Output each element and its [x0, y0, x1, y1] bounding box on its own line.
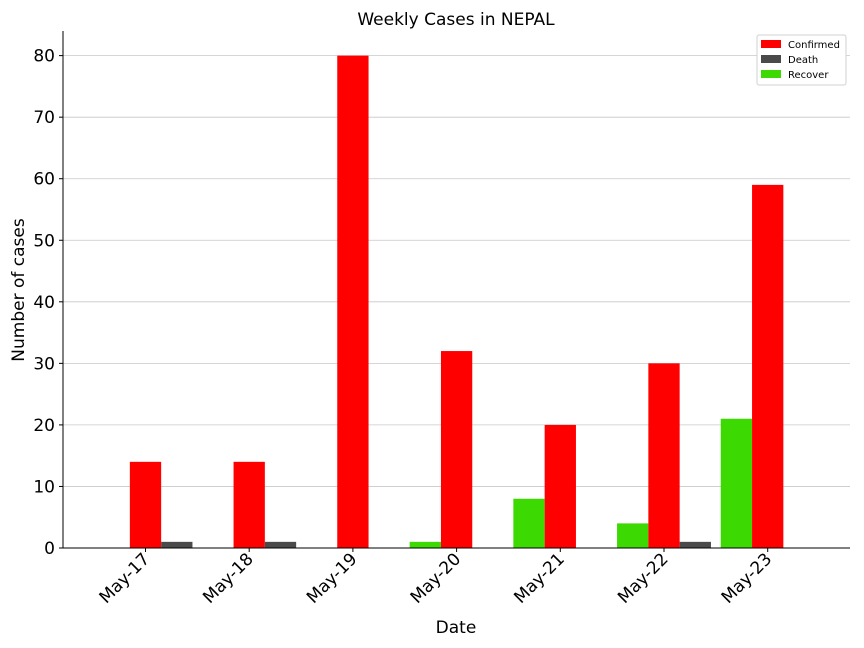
y-axis-title: Number of cases [9, 218, 29, 362]
bar-death-may-17 [161, 541, 193, 548]
y-tick-label: 30 [33, 354, 55, 374]
y-tick-label: 80 [33, 47, 55, 67]
bar-recover-may-20 [409, 541, 441, 548]
bar-death-may-22 [679, 541, 711, 548]
x-tick-labels: May-17 May-18 May-19 May-20 May-21 May-22 May-… [96, 548, 776, 608]
y-tick-label: 0 [44, 539, 55, 559]
y-tick-label: 70 [33, 108, 55, 128]
bar-confirmed-may-20 [440, 351, 473, 548]
legend-swatch-confirmed [761, 40, 781, 48]
bar-confirmed-may-21 [544, 424, 576, 548]
y-tick-label: 10 [33, 477, 55, 497]
legend: Confirmed Death Recover [756, 34, 847, 86]
y-tick-labels: 0 10 20 30 40 50 60 70 80 [33, 47, 63, 559]
y-tick-label: 40 [33, 293, 55, 313]
x-tick-label: May-17 [96, 549, 154, 607]
bar-confirmed-may-17 [129, 461, 162, 548]
bars [129, 55, 784, 548]
bar-death-may-18 [264, 541, 297, 548]
chart-title: Weekly Cases in NEPAL [357, 10, 555, 30]
legend-swatch-recover [761, 70, 781, 78]
x-tick-label: May-18 [199, 549, 257, 607]
bar-confirmed-may-18 [233, 461, 265, 548]
x-tick-label: May-19 [303, 549, 361, 607]
y-tick-label: 20 [33, 416, 55, 436]
bar-recover-may-21 [513, 498, 545, 548]
legend-swatch-death [761, 55, 781, 63]
x-tick-label: May-22 [614, 549, 672, 607]
x-tick-label: May-20 [407, 549, 465, 607]
y-tick-label: 60 [33, 170, 55, 190]
x-tick-label: May-23 [718, 549, 776, 607]
bar-confirmed-may-22 [648, 363, 680, 548]
y-tick-label: 50 [33, 231, 55, 251]
legend-label-recover: Recover [788, 70, 829, 81]
x-axis-title: Date [436, 618, 477, 638]
x-tick-label: May-21 [510, 549, 568, 607]
bar-confirmed-may-23 [752, 184, 784, 548]
bar-recover-may-23 [720, 418, 753, 548]
bar-confirmed-may-19 [337, 55, 369, 548]
bar-recover-may-22 [617, 523, 649, 548]
legend-label-confirmed: Confirmed [788, 40, 840, 51]
legend-label-death: Death [788, 55, 818, 66]
